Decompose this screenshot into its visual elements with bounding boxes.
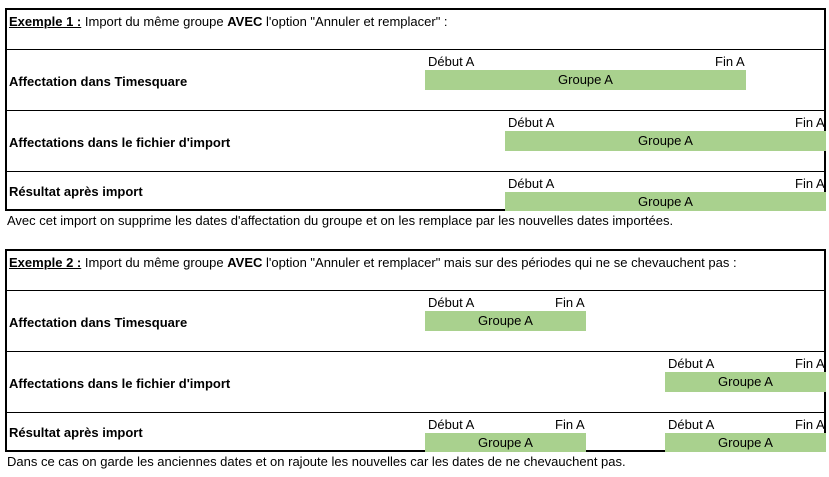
group-bar: Groupe A: [665, 433, 826, 452]
example-2-text-2: l'option "Annuler et remplacer" mais sur…: [262, 255, 737, 270]
row-label: Affectation dans Timesquare: [9, 315, 188, 330]
example-2-row-result: Résultat après import Début A Fin A Grou…: [7, 413, 826, 452]
example-2-title: Exemple 2 : Import du même groupe AVEC l…: [9, 255, 737, 270]
example-1-text-2: l'option "Annuler et remplacer" :: [262, 14, 448, 29]
row-label: Affectations dans le fichier d'import: [9, 376, 231, 391]
example-1-row-result: Résultat après import Début A Fin A Grou…: [7, 172, 826, 211]
example-2-row-timesquare: Affectation dans Timesquare Début A Fin …: [7, 291, 824, 352]
end-label: Fin A: [795, 176, 825, 191]
end-label: Fin A: [555, 417, 585, 432]
example-1-label: Exemple 1 :: [9, 14, 82, 29]
example-2-label: Exemple 2 :: [9, 255, 82, 270]
example-2-bold: AVEC: [227, 255, 263, 270]
start-label: Début A: [508, 115, 555, 130]
example-1-table: Exemple 1 : Import du même groupe AVEC l…: [5, 8, 826, 211]
example-1-row-timesquare: Affectation dans Timesquare Début A Fin …: [7, 50, 824, 111]
example-1-title: Exemple 1 : Import du même groupe AVEC l…: [9, 14, 448, 29]
example-1-header: Exemple 1 : Import du même groupe AVEC l…: [7, 10, 824, 50]
example-1-row-import-file: Affectations dans le fichier d'import Dé…: [7, 111, 826, 172]
end-label: Fin A: [715, 54, 745, 69]
start-label: Début A: [428, 417, 475, 432]
example-2-text-1: Import du même groupe: [81, 255, 228, 270]
end-label: Fin A: [555, 295, 585, 310]
start-label: Début A: [668, 417, 715, 432]
start-label: Début A: [428, 295, 475, 310]
start-label: Début A: [428, 54, 475, 69]
row-label: Affectation dans Timesquare: [9, 74, 188, 89]
row-label: Affectations dans le fichier d'import: [9, 135, 231, 150]
example-2-note: Dans ce cas on garde les anciennes dates…: [7, 454, 626, 469]
group-bar: Groupe A: [425, 311, 586, 331]
start-label: Début A: [668, 356, 715, 371]
example-1-bold: AVEC: [227, 14, 263, 29]
example-1-text-1: Import du même groupe: [81, 14, 228, 29]
end-label: Fin A: [795, 356, 825, 371]
group-bar: Groupe A: [425, 433, 586, 452]
group-bar: Groupe A: [505, 192, 826, 211]
group-bar: Groupe A: [425, 70, 746, 90]
example-2-header: Exemple 2 : Import du même groupe AVEC l…: [7, 251, 824, 291]
start-label: Début A: [508, 176, 555, 191]
example-2-row-import-file: Affectations dans le fichier d'import Dé…: [7, 352, 826, 413]
row-label: Résultat après import: [9, 184, 143, 199]
example-1-note: Avec cet import on supprime les dates d'…: [7, 213, 674, 228]
example-2-table: Exemple 2 : Import du même groupe AVEC l…: [5, 249, 826, 452]
end-label: Fin A: [795, 115, 825, 130]
end-label: Fin A: [795, 417, 825, 432]
group-bar: Groupe A: [665, 372, 826, 392]
group-bar: Groupe A: [505, 131, 826, 151]
row-label: Résultat après import: [9, 425, 143, 440]
